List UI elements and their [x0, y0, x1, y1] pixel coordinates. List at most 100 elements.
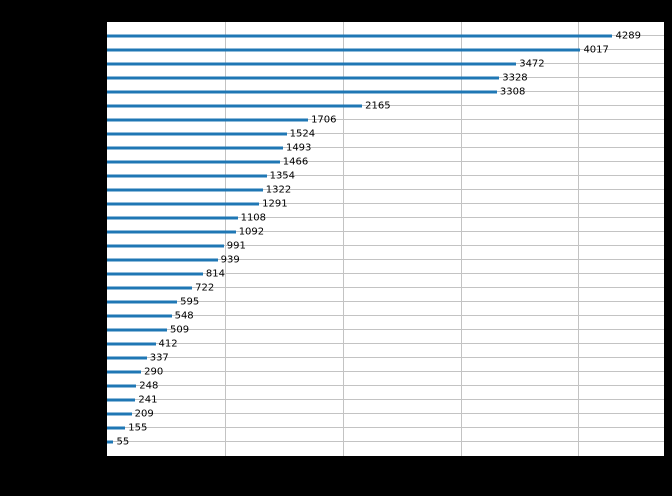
bar-value-label: 1092 — [238, 226, 265, 237]
bar-row: 939 — [107, 253, 664, 267]
bar-row: 1354 — [107, 169, 664, 183]
bar-row: 209 — [107, 407, 664, 421]
bar-row: 337 — [107, 351, 664, 365]
row-gridline — [107, 301, 664, 302]
bar — [107, 62, 517, 65]
bar — [107, 174, 267, 177]
bar-row: 991 — [107, 239, 664, 253]
row-gridline — [107, 161, 664, 162]
bar-row: 1524 — [107, 127, 664, 141]
row-gridline — [107, 329, 664, 330]
bar-row: 290 — [107, 365, 664, 379]
bar-value-label: 1291 — [262, 198, 288, 209]
bar — [107, 412, 132, 415]
bar-value-label: 3472 — [519, 58, 545, 69]
bar-row: 3308 — [107, 85, 664, 99]
bar-value-label: 412 — [158, 338, 178, 349]
bar-row: 4289 — [107, 29, 664, 43]
bar-value-label: 1706 — [311, 114, 337, 125]
bar — [107, 118, 309, 121]
bar — [107, 356, 147, 359]
bar-rows: 4289 4017 3472 3328 3308 2165 1706 1524 — [107, 22, 664, 456]
vertical-gridline — [460, 22, 462, 456]
row-gridline — [107, 441, 664, 442]
bar-value-label: 4017 — [583, 44, 609, 55]
bar — [107, 314, 172, 317]
row-gridline — [107, 259, 664, 260]
bar-value-label: 3308 — [499, 86, 526, 97]
row-gridline — [107, 399, 664, 400]
bar-value-label: 814 — [205, 268, 226, 279]
bar-row: 155 — [107, 421, 664, 435]
bar-value-label: 1322 — [265, 184, 292, 195]
bar-value-label: 1466 — [282, 156, 309, 167]
bar-value-label: 3328 — [502, 72, 528, 83]
bar — [107, 202, 260, 205]
bar-row: 241 — [107, 393, 664, 407]
bar-value-label: 209 — [134, 408, 154, 419]
row-gridline — [107, 119, 664, 120]
row-gridline — [107, 133, 664, 134]
row-gridline — [107, 105, 664, 106]
vertical-gridline — [224, 22, 226, 456]
bar — [107, 272, 203, 275]
bar-row: 3328 — [107, 71, 664, 85]
bar-value-label: 290 — [144, 366, 164, 377]
bar — [107, 426, 126, 429]
row-gridline — [107, 371, 664, 372]
row-gridline — [107, 343, 664, 344]
bar-row: 1466 — [107, 155, 664, 169]
bar — [107, 188, 263, 191]
bar-row: 509 — [107, 323, 664, 337]
bar — [107, 34, 613, 37]
bar-row: 1108 — [107, 211, 664, 225]
bar-value-label: 155 — [128, 422, 148, 433]
bar — [107, 244, 224, 247]
bar-value-label: 722 — [195, 282, 215, 293]
bar-row: 1092 — [107, 225, 664, 239]
row-gridline — [107, 315, 664, 316]
bar-row: 1493 — [107, 141, 664, 155]
bar — [107, 216, 238, 219]
row-gridline — [107, 217, 664, 218]
bar-value-label: 248 — [139, 380, 159, 391]
bar-value-label: 241 — [138, 394, 158, 405]
bar-row: 55 — [107, 435, 664, 449]
bar-row: 4017 — [107, 43, 664, 57]
bar — [107, 104, 363, 107]
bar-value-label: 337 — [149, 352, 169, 363]
vertical-gridline — [578, 22, 580, 456]
bar — [107, 440, 114, 443]
bar — [107, 160, 280, 163]
bar — [107, 90, 497, 93]
bar — [107, 398, 136, 401]
bar — [107, 384, 137, 387]
bar-row: 1291 — [107, 197, 664, 211]
row-gridline — [107, 245, 664, 246]
bar-row: 1322 — [107, 183, 664, 197]
bar — [107, 300, 178, 303]
bar — [107, 328, 167, 331]
bar — [107, 48, 581, 51]
bar-value-label: 1354 — [269, 170, 296, 181]
bar-row: 3472 — [107, 57, 664, 71]
row-gridline — [107, 175, 664, 176]
bar-value-label: 509 — [169, 324, 190, 335]
bar-row: 2165 — [107, 99, 664, 113]
row-gridline — [107, 273, 664, 274]
bar-row: 814 — [107, 267, 664, 281]
bar — [107, 230, 236, 233]
bar-row: 248 — [107, 379, 664, 393]
bar — [107, 146, 283, 149]
row-gridline — [107, 287, 664, 288]
bar-value-label: 939 — [220, 254, 240, 265]
bar-row: 548 — [107, 309, 664, 323]
bar-value-label: 2165 — [365, 100, 391, 111]
row-gridline — [107, 189, 664, 190]
bar-value-label: 4289 — [615, 30, 641, 41]
row-gridline — [107, 385, 664, 386]
plot-area: 4289 4017 3472 3328 3308 2165 1706 1524 — [107, 22, 664, 456]
bar-value-label: 55 — [116, 436, 130, 447]
bar-value-label: 548 — [174, 310, 194, 321]
bar — [107, 76, 500, 79]
